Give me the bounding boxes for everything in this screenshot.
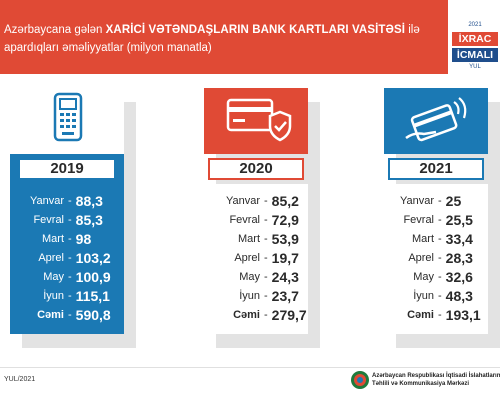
total-row: Cəmi -590,8 <box>37 307 111 323</box>
badge-line1: İXRAC <box>452 32 498 46</box>
badge-month: YUL <box>469 64 481 70</box>
header-title-line2: apardıqları əməliyyatlar (milyon manatla… <box>4 42 212 54</box>
table-row: İyun -23,7 <box>239 288 299 304</box>
card-icon-area <box>204 88 308 154</box>
table-row: Aprel -28,3 <box>408 250 473 266</box>
year-label: 2021 <box>388 158 484 180</box>
badge-year: 2021 <box>468 22 482 28</box>
table-row: May -32,6 <box>413 269 473 285</box>
year-label: 2019 <box>18 158 116 180</box>
header-banner: Azərbaycana gələn XARİCİ VƏTƏNDAŞLARIN B… <box>0 0 448 74</box>
table-row: Fevral -72,9 <box>229 212 299 228</box>
card-terminal-icon <box>53 92 83 142</box>
table-row: İyun -48,3 <box>413 288 473 304</box>
footer-date: YUL/2021 <box>4 376 36 383</box>
badge-line2: İCMALI <box>452 48 498 62</box>
table-row: Yanvar -85,2 <box>225 193 299 209</box>
table-row: Aprel -103,2 <box>38 250 111 266</box>
table-row: Mart -98 <box>42 231 92 247</box>
table-row: Mart -33,4 <box>412 231 473 247</box>
secure-card-icon <box>226 98 292 142</box>
table-row: Fevral -25,5 <box>403 212 473 228</box>
total-row: Cəmi -279,7 <box>233 307 307 323</box>
export-review-badge: 2021 İXRAC İCMALI YUL <box>452 18 498 74</box>
contactless-payment-icon <box>405 97 467 142</box>
card-icon-area <box>10 88 124 154</box>
card-icon-area <box>384 88 488 154</box>
table-row: Mart -53,9 <box>238 231 299 247</box>
year-label: 2020 <box>208 158 304 180</box>
table-row: May -24,3 <box>239 269 299 285</box>
table-row: Yanvar -88,3 <box>29 193 103 209</box>
rows-background <box>204 184 308 334</box>
table-row: Fevral -85,3 <box>33 212 103 228</box>
footer-divider <box>0 367 500 368</box>
state-emblem-icon <box>351 371 369 389</box>
table-row: İyun -115,1 <box>43 288 110 304</box>
total-row: Cəmi -193,1 <box>407 307 481 323</box>
rows-background <box>384 184 488 334</box>
table-row: Yanvar -25 <box>399 193 462 209</box>
header-title-line1: Azərbaycana gələn XARİCİ VƏTƏNDAŞLARIN B… <box>4 24 420 36</box>
table-row: Aprel -19,7 <box>234 250 299 266</box>
organization-name: Azərbaycan Respublikası İqtisadi İslahat… <box>372 373 500 387</box>
table-row: May -100,9 <box>43 269 111 285</box>
